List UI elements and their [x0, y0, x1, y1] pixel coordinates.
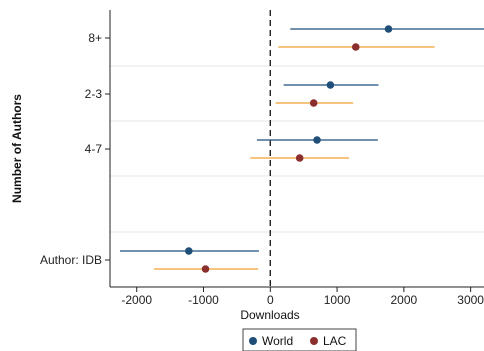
- point-lac-author-idb: [201, 265, 210, 273]
- y-tick-label-2-3: 2-3: [85, 87, 103, 101]
- x-tick-label-3000: 3000: [457, 293, 484, 307]
- series-layer: [120, 25, 484, 273]
- point-world-8-: [384, 25, 393, 33]
- point-lac-8-: [351, 43, 360, 51]
- x-tick-label--1000: -1000: [188, 293, 219, 307]
- legend-box: [242, 328, 357, 351]
- point-lac-4-7: [295, 154, 304, 162]
- y-tick-label-4-7: 4-7: [85, 142, 103, 156]
- series-lac: [154, 43, 435, 273]
- x-tick-label-2000: 2000: [391, 293, 418, 307]
- legend-label-world: World: [262, 334, 293, 348]
- axes: 8+ 2-3 4-7 Author: IDB -2000 -1000 0 1000 2000 30…: [40, 10, 484, 307]
- legend-label-lac: LAC: [323, 334, 347, 348]
- x-axis-title: Downloads: [240, 308, 299, 322]
- x-tick-label-0: 0: [267, 293, 274, 307]
- point-lac-2-3: [309, 99, 318, 107]
- legend-marker-lac: [310, 337, 318, 345]
- series-world: [120, 25, 484, 255]
- x-tick-label--2000: -2000: [121, 293, 152, 307]
- y-tick-label-author-idb: Author: IDB: [40, 253, 102, 267]
- point-world-author-idb: [185, 247, 193, 255]
- y-axis-title: Number of Authors: [10, 94, 24, 203]
- y-tick-label-8-: 8+: [88, 31, 102, 45]
- legend: World LAC: [242, 328, 357, 351]
- point-world-4-7: [313, 136, 321, 144]
- gridlines: [110, 65, 484, 233]
- point-world-2-3: [326, 81, 335, 89]
- legend-marker-world: [249, 337, 257, 345]
- x-tick-label-1000: 1000: [324, 293, 351, 307]
